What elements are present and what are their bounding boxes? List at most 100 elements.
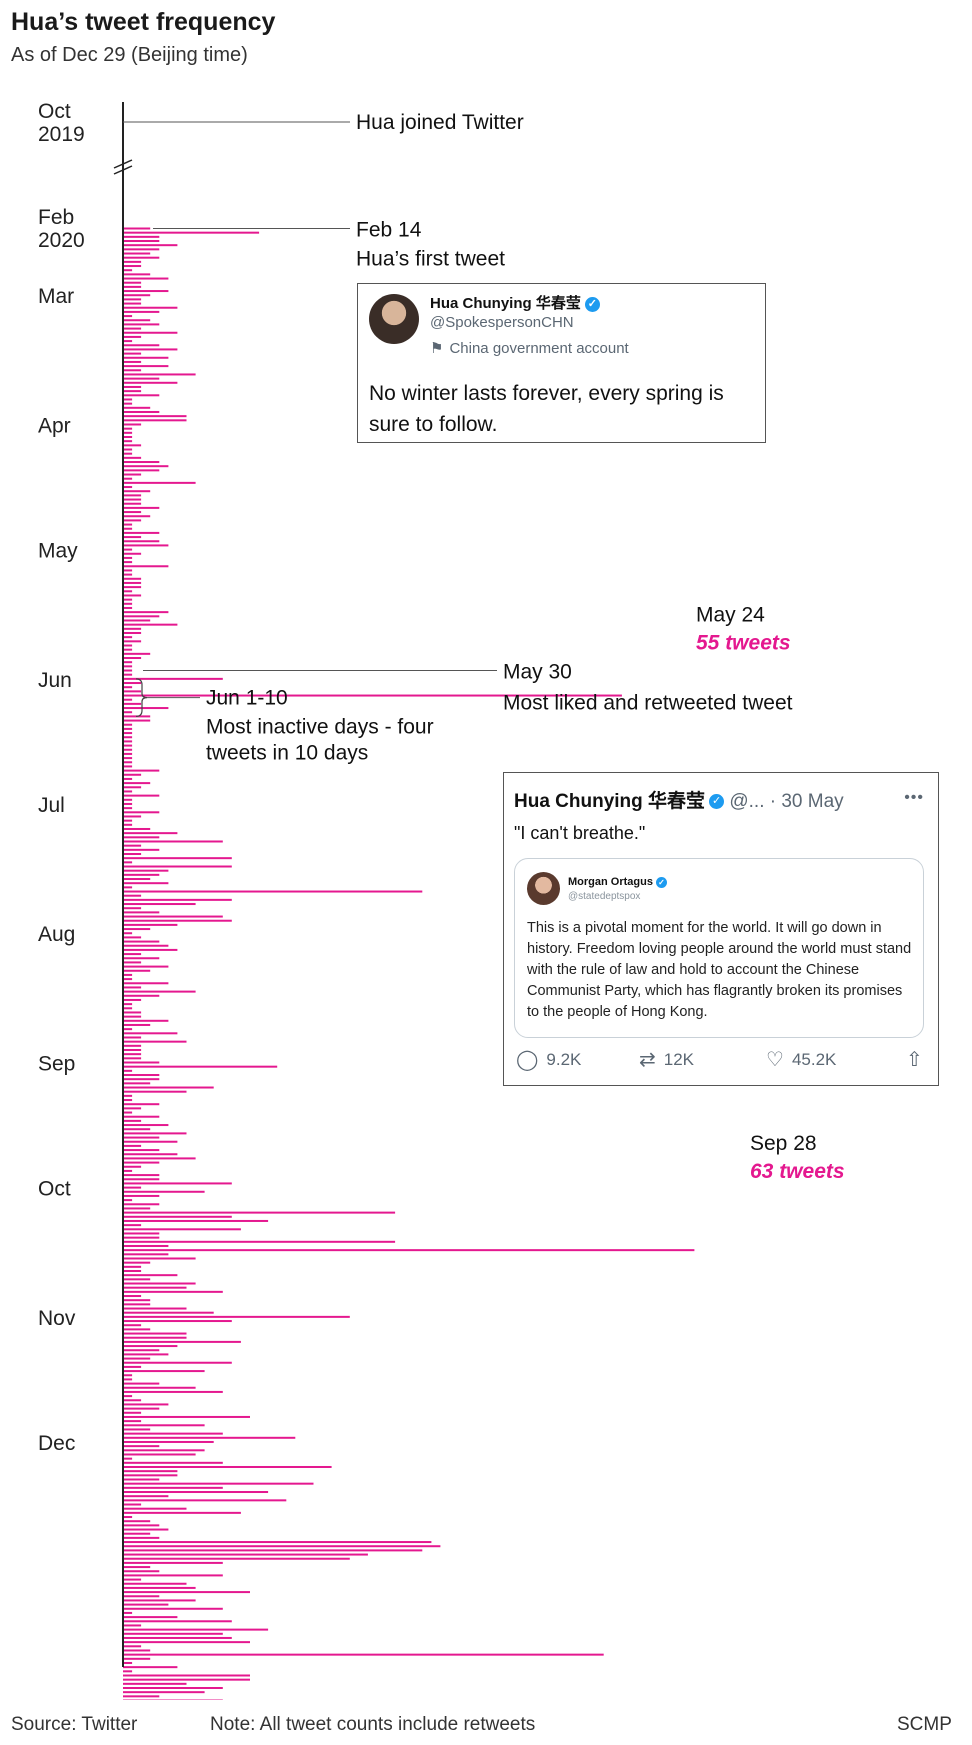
bar: [123, 1028, 133, 1031]
bar: [123, 1411, 142, 1414]
bar: [123, 481, 196, 484]
bar: [123, 1090, 187, 1093]
bar: [123, 1199, 133, 1202]
bar: [123, 1632, 223, 1635]
bar: [123, 1682, 187, 1685]
bar: [123, 1086, 214, 1089]
bar: [123, 923, 178, 926]
tweet-card-may30: Hua Chunying 华春莹 ✓ @... · 30 May ••• "I c…: [503, 772, 939, 1086]
quoted-text: This is a pivotal moment for the world. …: [527, 920, 912, 1020]
credit: SCMP: [897, 1714, 952, 1735]
bar: [123, 1578, 142, 1581]
bar: [123, 461, 160, 464]
bar: [123, 586, 142, 589]
bar: [123, 627, 142, 630]
like-stat: ♡ 45.2K: [766, 1049, 837, 1071]
flag-icon: ⚑: [430, 340, 444, 357]
bar: [123, 1378, 133, 1381]
retweet-stat: ⇄ 12K: [639, 1049, 695, 1071]
bar: [123, 548, 133, 551]
bar: [123, 1124, 169, 1127]
bar: [123, 469, 160, 472]
bar: [123, 1607, 223, 1610]
bar: [123, 285, 142, 288]
bar: [123, 665, 133, 668]
bar: [123, 957, 160, 960]
bar: [123, 882, 169, 885]
bar: [123, 886, 133, 889]
bar: [123, 1370, 205, 1373]
bar: [123, 1040, 187, 1043]
bar: [123, 1491, 269, 1494]
bar: [123, 381, 178, 384]
bar: [123, 1278, 151, 1281]
bar: [123, 352, 142, 355]
bar: [123, 1036, 142, 1039]
bar: [123, 1687, 223, 1689]
bar: [123, 1445, 160, 1448]
bar: [123, 711, 133, 714]
bar: [123, 936, 142, 939]
bar: [123, 1011, 142, 1014]
month-label-line: Nov: [38, 1307, 76, 1330]
bar: [123, 573, 133, 576]
bar: [123, 1149, 160, 1152]
annotation-label: Feb 14: [356, 219, 422, 242]
bar: [123, 281, 142, 284]
bar: [123, 719, 151, 722]
bar: [123, 327, 142, 330]
bar: [123, 410, 160, 413]
share-icon: ⇧: [906, 1049, 923, 1071]
bar: [123, 252, 151, 255]
bar: [123, 1295, 142, 1298]
bar: [123, 415, 187, 418]
month-label-line: 2019: [38, 123, 85, 146]
bar: [123, 1140, 178, 1143]
bar: [123, 1099, 133, 1102]
bar: [123, 1328, 151, 1331]
bar: [123, 1307, 187, 1310]
bar: [123, 244, 178, 247]
bar: [123, 1290, 223, 1293]
bar: [123, 1311, 214, 1314]
bar: [123, 1511, 241, 1514]
bar: [123, 519, 142, 522]
bar: [123, 1570, 160, 1573]
bar: [123, 456, 142, 459]
bar: [123, 1136, 160, 1139]
bar: [123, 1107, 142, 1110]
bar: [123, 761, 133, 764]
bar: [123, 1545, 441, 1548]
bar: [123, 790, 133, 793]
page-subtitle: As of Dec 29 (Beijing time): [11, 44, 248, 66]
bar: [123, 1591, 250, 1594]
footnote: Note: All tweet counts include retweets: [210, 1714, 536, 1735]
bar: [123, 1282, 196, 1285]
annotations: Hua joined Twitter Feb 14 Hua’s first twee…: [123, 111, 845, 1183]
bar: [123, 1461, 223, 1464]
annotation-label: Most liked and retweeted tweet: [503, 692, 793, 715]
bar: [123, 1194, 160, 1197]
bar: [123, 911, 160, 914]
bar: [123, 1082, 151, 1085]
bar: [123, 661, 133, 664]
bar: [123, 677, 223, 680]
bar: [123, 531, 160, 534]
bar: [123, 965, 169, 968]
bar: [123, 865, 232, 868]
bar: [123, 340, 133, 343]
bar: [123, 494, 142, 497]
bar: [123, 1361, 232, 1364]
bar: [123, 1345, 178, 1348]
bar: [123, 1174, 160, 1177]
bar: [123, 577, 142, 580]
bar: [123, 978, 133, 981]
bar: [123, 486, 133, 489]
bar: [123, 798, 133, 801]
bar: [123, 1215, 232, 1218]
bar: [123, 1657, 151, 1660]
bar: [123, 1495, 169, 1498]
bar: [123, 673, 133, 676]
bar: [123, 273, 151, 276]
